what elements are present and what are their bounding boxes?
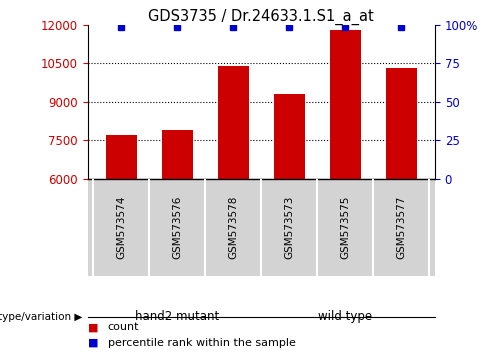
Title: GDS3735 / Dr.24633.1.S1_a_at: GDS3735 / Dr.24633.1.S1_a_at (148, 8, 374, 25)
Text: GSM573576: GSM573576 (172, 196, 182, 259)
Bar (218, 66, 248, 179)
Text: GSM573578: GSM573578 (228, 196, 238, 259)
Text: ■: ■ (88, 338, 98, 348)
Text: wild type: wild type (318, 310, 372, 323)
Bar (106, 135, 136, 179)
Text: GSM573574: GSM573574 (116, 196, 126, 259)
Bar (274, 94, 304, 179)
Text: count: count (108, 322, 139, 332)
Text: genotype/variation ▶: genotype/variation ▶ (0, 312, 82, 322)
Bar (330, 30, 360, 179)
Text: percentile rank within the sample: percentile rank within the sample (108, 338, 296, 348)
Bar (386, 68, 417, 179)
Text: GSM573577: GSM573577 (396, 196, 406, 259)
Text: hand2 mutant: hand2 mutant (135, 310, 220, 323)
Text: ■: ■ (88, 322, 98, 332)
Text: GSM573573: GSM573573 (284, 196, 294, 259)
Text: GSM573575: GSM573575 (340, 196, 350, 259)
Bar (162, 130, 192, 179)
